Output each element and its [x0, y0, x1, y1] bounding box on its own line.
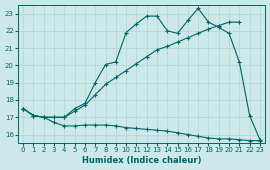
X-axis label: Humidex (Indice chaleur): Humidex (Indice chaleur) — [82, 156, 201, 165]
